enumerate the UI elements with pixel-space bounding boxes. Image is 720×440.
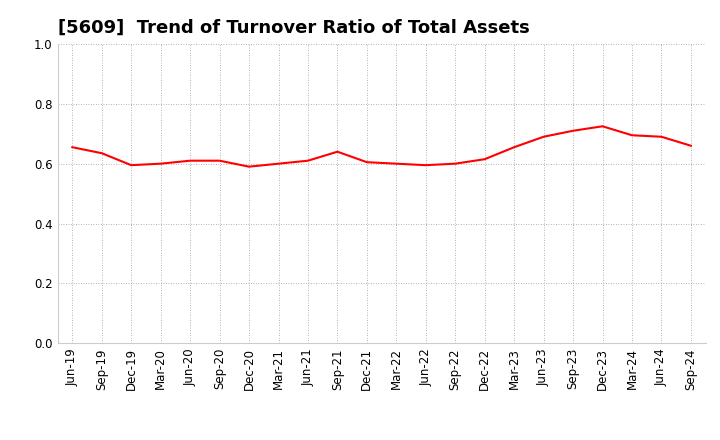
- Text: [5609]  Trend of Turnover Ratio of Total Assets: [5609] Trend of Turnover Ratio of Total …: [58, 19, 529, 37]
